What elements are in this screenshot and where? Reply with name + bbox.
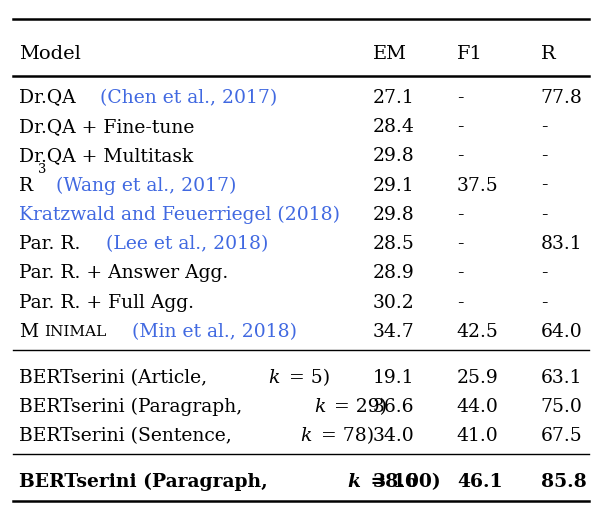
Text: 37.5: 37.5 — [457, 177, 498, 195]
Text: -: - — [541, 147, 547, 165]
Text: Par. R.: Par. R. — [19, 235, 87, 253]
Text: 29.8: 29.8 — [373, 206, 415, 224]
Text: -: - — [541, 206, 547, 224]
Text: -: - — [457, 118, 464, 136]
Text: 25.9: 25.9 — [457, 369, 498, 387]
Text: (Min et al., 2018): (Min et al., 2018) — [132, 323, 297, 341]
Text: F1: F1 — [457, 45, 483, 64]
Text: -: - — [541, 265, 547, 282]
Text: -: - — [541, 118, 547, 136]
Text: BERTserini (Paragraph,: BERTserini (Paragraph, — [19, 473, 275, 491]
Text: (Chen et al., 2017): (Chen et al., 2017) — [100, 88, 277, 107]
Text: 34.0: 34.0 — [373, 427, 415, 446]
Text: -: - — [457, 147, 464, 165]
Text: Kratzwald and Feuerriegel (2018): Kratzwald and Feuerriegel (2018) — [19, 206, 340, 224]
Text: 28.4: 28.4 — [373, 118, 415, 136]
Text: BERTserini (Article,: BERTserini (Article, — [19, 369, 214, 387]
Text: (Wang et al., 2017): (Wang et al., 2017) — [56, 176, 237, 195]
Text: 41.0: 41.0 — [457, 427, 498, 446]
Text: = 5): = 5) — [284, 369, 330, 387]
Text: Dr.QA + Fine-tune: Dr.QA + Fine-tune — [19, 118, 194, 136]
Text: 63.1: 63.1 — [541, 369, 582, 387]
Text: k: k — [314, 398, 325, 416]
Text: EM: EM — [373, 45, 407, 64]
Text: R: R — [19, 177, 34, 195]
Text: Par. R. + Answer Agg.: Par. R. + Answer Agg. — [19, 265, 229, 282]
Text: Par. R. + Full Agg.: Par. R. + Full Agg. — [19, 294, 194, 312]
Text: = 78): = 78) — [315, 427, 374, 446]
Text: 19.1: 19.1 — [373, 369, 414, 387]
Text: 83.1: 83.1 — [541, 235, 582, 253]
Text: Model: Model — [19, 45, 81, 64]
Text: 3: 3 — [37, 164, 46, 176]
Text: k: k — [347, 473, 360, 491]
Text: -: - — [541, 177, 547, 195]
Text: -: - — [457, 88, 464, 107]
Text: 27.1: 27.1 — [373, 88, 415, 107]
Text: BERTserini (Sentence,: BERTserini (Sentence, — [19, 427, 238, 446]
Text: R: R — [541, 45, 556, 64]
Text: = 29): = 29) — [329, 398, 388, 416]
Text: 64.0: 64.0 — [541, 323, 583, 341]
Text: k: k — [300, 427, 312, 446]
Text: 77.8: 77.8 — [541, 88, 583, 107]
Text: BERTserini (Paragraph,: BERTserini (Paragraph, — [19, 398, 249, 416]
Text: 85.8: 85.8 — [541, 473, 586, 491]
Text: 28.9: 28.9 — [373, 265, 415, 282]
Text: 67.5: 67.5 — [541, 427, 583, 446]
Text: -: - — [457, 206, 464, 224]
Text: 75.0: 75.0 — [541, 398, 583, 416]
Text: k: k — [268, 369, 280, 387]
Text: 38.6: 38.6 — [373, 473, 418, 491]
Text: -: - — [457, 294, 464, 312]
Text: (Lee et al., 2018): (Lee et al., 2018) — [106, 235, 268, 253]
Text: Dr.QA + Multitask: Dr.QA + Multitask — [19, 147, 194, 165]
Text: Dr.QA: Dr.QA — [19, 88, 82, 107]
Text: -: - — [457, 235, 464, 253]
Text: -: - — [457, 265, 464, 282]
Text: 36.6: 36.6 — [373, 398, 414, 416]
Text: 34.7: 34.7 — [373, 323, 415, 341]
Text: 42.5: 42.5 — [457, 323, 498, 341]
Text: M: M — [19, 323, 39, 341]
Text: -: - — [541, 294, 547, 312]
Text: 46.1: 46.1 — [457, 473, 503, 491]
Text: 30.2: 30.2 — [373, 294, 415, 312]
Text: = 100): = 100) — [364, 473, 441, 491]
Text: 29.8: 29.8 — [373, 147, 415, 165]
Text: 44.0: 44.0 — [457, 398, 498, 416]
Text: 29.1: 29.1 — [373, 177, 415, 195]
Text: 28.5: 28.5 — [373, 235, 415, 253]
Text: INIMAL: INIMAL — [44, 325, 106, 339]
